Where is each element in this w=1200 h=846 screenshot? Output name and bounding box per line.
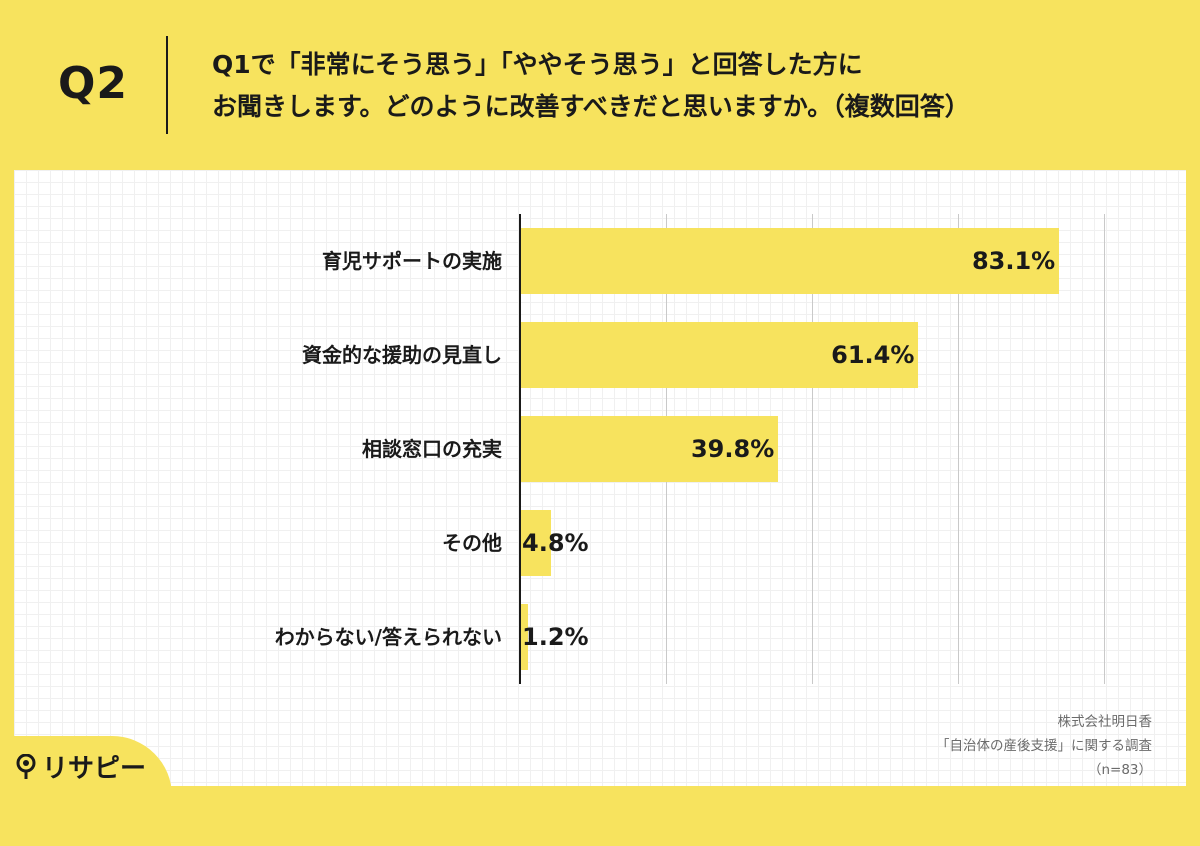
chart-panel: 育児サポートの実施 83.1% 資金的な援助の見直し 61.4% 相談窓口の充実 39.8… — [14, 170, 1186, 786]
bar — [520, 228, 1060, 294]
bar — [520, 604, 528, 670]
y-axis-line — [519, 214, 521, 684]
source-sample: （n=83） — [1087, 762, 1152, 778]
question-line-1: Q1で「非常にそう思う」「ややそう思う」と回答した方に — [212, 50, 863, 79]
value-label: 83.1% — [971, 247, 1056, 275]
question-title: Q1で「非常にそう思う」「ややそう思う」と回答した方に お聞きします。どのように… — [212, 44, 1172, 128]
value-label: 1.2% — [522, 623, 589, 651]
bar — [520, 416, 779, 482]
source-survey: 「自治体の産後支援」に関する調査 — [936, 738, 1152, 754]
bar — [520, 510, 552, 576]
question-divider — [166, 36, 168, 134]
question-line-2: お聞きします。どのように改善すべきだと思いますか。（複数回答） — [212, 92, 970, 121]
value-label: 61.4% — [831, 341, 915, 369]
gridline — [958, 214, 959, 684]
value-label: 4.8% — [522, 529, 589, 557]
bar — [520, 322, 919, 388]
category-label: わからない/答えられない — [274, 625, 502, 649]
brand-name: リサピー — [42, 754, 147, 784]
gridline — [1104, 214, 1105, 684]
brand-logo: リサピー — [16, 748, 146, 785]
location-pin-icon — [16, 753, 36, 780]
gridline — [812, 214, 813, 684]
category-label: 相談窓口の充実 — [362, 437, 502, 461]
category-label: 育児サポートの実施 — [322, 249, 502, 273]
source-company: 株式会社明日香 — [1057, 714, 1153, 730]
value-label: 39.8% — [690, 435, 775, 463]
category-label: その他 — [442, 531, 502, 555]
question-number: Q2 — [58, 58, 129, 109]
category-label: 資金的な援助の見直し — [302, 343, 502, 367]
